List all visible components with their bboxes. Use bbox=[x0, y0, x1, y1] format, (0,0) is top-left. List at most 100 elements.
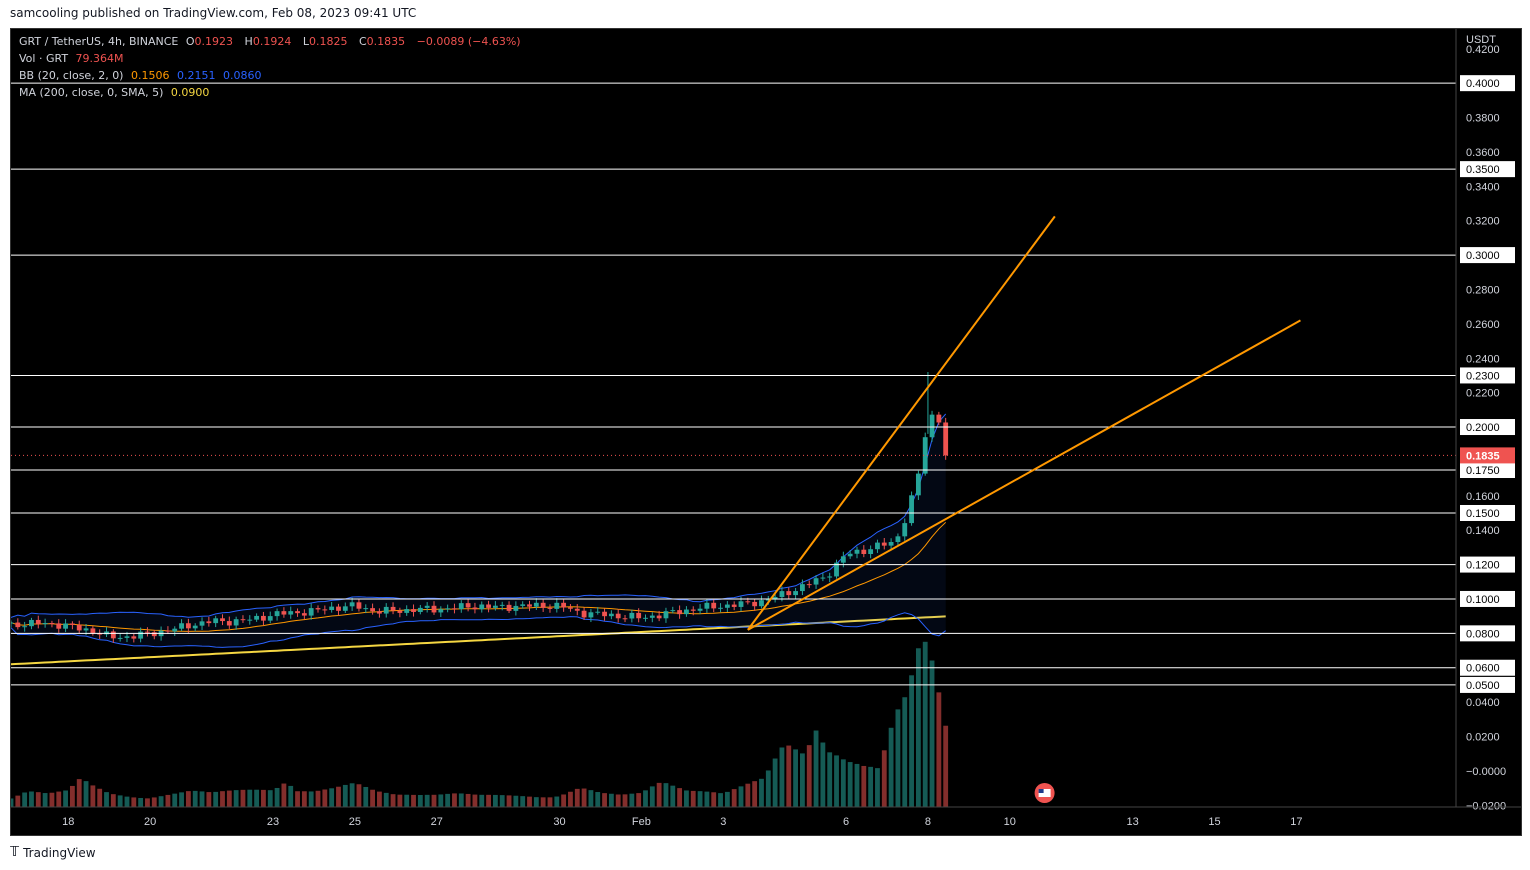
x-tick-label: 23 bbox=[267, 816, 279, 828]
volume-bar bbox=[581, 788, 587, 807]
level-tag bbox=[1460, 367, 1515, 384]
volume-bar bbox=[479, 794, 485, 807]
candle-body bbox=[806, 584, 812, 586]
volume-bar bbox=[943, 725, 949, 807]
volume-bar bbox=[799, 753, 805, 807]
candle-body bbox=[151, 632, 157, 637]
trendline bbox=[747, 215, 1056, 631]
volume-bar bbox=[759, 778, 764, 807]
candle-body bbox=[165, 630, 171, 632]
candle-body bbox=[431, 605, 437, 613]
candle-body bbox=[76, 624, 82, 631]
axes: 0.4000 0.3500 0.3000 0.2300 0.2000 0.1750 0.15… bbox=[11, 29, 1521, 828]
candle-body bbox=[786, 591, 792, 596]
volume-bar bbox=[417, 795, 423, 807]
x-tick-label: Feb bbox=[632, 816, 651, 828]
y-tick-label: 0.4200 bbox=[1466, 44, 1500, 56]
volume-bar bbox=[158, 796, 164, 807]
candle-body bbox=[697, 608, 703, 611]
volume-bar bbox=[936, 692, 942, 807]
candle-body bbox=[690, 609, 696, 611]
volume-bar bbox=[881, 750, 887, 807]
candle-body bbox=[192, 625, 198, 629]
volume-bar bbox=[765, 770, 771, 807]
y-tick-label: 0.1600 bbox=[1466, 491, 1500, 503]
trendline bbox=[747, 319, 1301, 631]
candle-body bbox=[281, 611, 287, 615]
candle-body bbox=[465, 603, 471, 608]
candle-body bbox=[595, 611, 601, 613]
candle-body bbox=[261, 615, 266, 621]
level-tag bbox=[1460, 556, 1515, 573]
volume-bar bbox=[615, 794, 621, 807]
volume-bar bbox=[213, 791, 219, 807]
chart-panel[interactable]: 0.4000 0.3500 0.3000 0.2300 0.2000 0.1750 0.15… bbox=[10, 28, 1522, 836]
tradingview-brand[interactable]: 𝕋 TradingView bbox=[10, 845, 96, 860]
candle-body bbox=[608, 613, 614, 617]
volume-bar bbox=[445, 793, 451, 807]
level-tag bbox=[1460, 247, 1515, 264]
volume-bar bbox=[806, 745, 812, 807]
candle-body bbox=[670, 610, 676, 612]
volume-bar bbox=[840, 759, 846, 807]
candle-body bbox=[622, 618, 628, 620]
volume-bar bbox=[847, 762, 853, 807]
volume-bar bbox=[568, 791, 573, 807]
y-tick-label: −0.0200 bbox=[1466, 800, 1506, 812]
candle-body bbox=[29, 619, 34, 627]
volume-bar bbox=[397, 794, 403, 807]
candle-body bbox=[336, 606, 341, 611]
open-label: O bbox=[185, 35, 195, 48]
price-chart[interactable]: 0.4000 0.3500 0.3000 0.2300 0.2000 0.1750 0.15… bbox=[11, 29, 1521, 835]
volume-bar bbox=[329, 788, 335, 807]
volume-bar bbox=[595, 792, 601, 807]
candle-body bbox=[929, 414, 935, 438]
candle-body bbox=[656, 615, 662, 619]
volume-bar bbox=[779, 747, 785, 807]
candle-body bbox=[820, 577, 826, 579]
candle-body bbox=[718, 607, 723, 609]
volume-bar bbox=[172, 793, 178, 807]
x-tick-label: 13 bbox=[1126, 816, 1138, 828]
brand-label: TradingView bbox=[23, 845, 96, 860]
level-label: 0.1500 bbox=[1466, 508, 1500, 520]
candle-body bbox=[42, 623, 48, 625]
candle-body bbox=[247, 619, 253, 621]
volume-bar bbox=[636, 793, 642, 807]
level-label: 0.4000 bbox=[1466, 78, 1500, 90]
volume-bar bbox=[929, 660, 935, 807]
candle-body bbox=[145, 631, 150, 633]
x-tick-label: 10 bbox=[1004, 816, 1016, 828]
level-tag bbox=[1460, 625, 1515, 642]
volume-bar bbox=[704, 791, 710, 807]
volume-bar bbox=[684, 790, 689, 807]
candle-body bbox=[922, 437, 928, 474]
volume-bar bbox=[288, 785, 294, 807]
bb-label: BB (20, close, 2, 0) bbox=[19, 69, 124, 82]
candle-body bbox=[397, 610, 403, 613]
candle-body bbox=[131, 636, 137, 639]
low-label: L bbox=[302, 35, 309, 48]
volume-bar bbox=[145, 798, 150, 807]
candle-body bbox=[506, 604, 512, 611]
volume-bar bbox=[438, 794, 444, 807]
volume-bar bbox=[772, 758, 778, 807]
candle-body bbox=[677, 610, 683, 615]
volume-bar bbox=[22, 792, 28, 807]
candle-body bbox=[813, 578, 819, 585]
candle-body bbox=[240, 619, 246, 621]
candle-body bbox=[540, 602, 546, 608]
candle-body bbox=[527, 604, 532, 607]
candle-body bbox=[452, 608, 457, 610]
candle-body bbox=[49, 623, 55, 624]
candle-body bbox=[574, 608, 580, 611]
volume-bar bbox=[731, 789, 737, 807]
y-tick-label: 0.3200 bbox=[1466, 216, 1500, 228]
x-tick-label: 30 bbox=[553, 816, 565, 828]
volume-value: 79.364M bbox=[75, 52, 124, 65]
candle-body bbox=[772, 596, 778, 600]
candle-body bbox=[479, 604, 485, 610]
candle-body bbox=[342, 606, 348, 611]
y-tick-label: 0.2200 bbox=[1466, 388, 1500, 400]
candle-body bbox=[35, 619, 41, 625]
